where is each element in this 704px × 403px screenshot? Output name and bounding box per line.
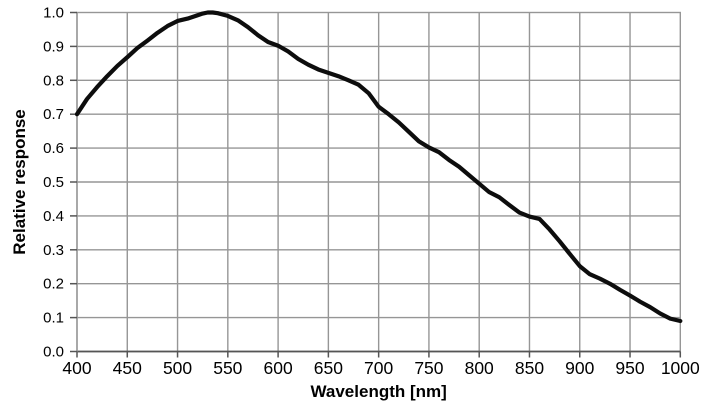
y-tick-label: 0.3: [43, 242, 64, 259]
x-tick-label: 600: [263, 358, 292, 378]
y-tick-label: 0.4: [43, 208, 64, 225]
x-tick-label: 450: [113, 358, 142, 378]
y-tick-label: 1.0: [43, 5, 64, 22]
x-tick-label: 950: [615, 358, 644, 378]
y-tick-label: 0.2: [43, 276, 64, 293]
x-tick-label: 800: [465, 358, 494, 378]
y-tick-label: 0.9: [43, 38, 64, 55]
x-tick-label: 500: [163, 358, 192, 378]
x-axis-title: Wavelength [nm]: [310, 382, 446, 401]
y-tick-label: 0.5: [43, 174, 64, 191]
x-tick-label: 650: [314, 358, 343, 378]
x-tick-label: 550: [213, 358, 242, 378]
y-tick-label: 0.0: [43, 344, 64, 361]
y-tick-label: 0.8: [43, 72, 64, 89]
x-tick-label: 900: [565, 358, 594, 378]
y-tick-label: 0.1: [43, 310, 64, 327]
y-tick-label: 0.6: [43, 140, 64, 157]
x-tick-label: 700: [364, 358, 393, 378]
y-tick-label: 0.7: [43, 106, 64, 123]
x-tick-label: 850: [515, 358, 544, 378]
y-axis-title: Relative response: [10, 109, 29, 255]
response-curve: [74, 10, 683, 324]
x-tick-label: 750: [414, 358, 443, 378]
x-tick-label: 400: [62, 358, 91, 378]
x-tick-label: 1000: [661, 358, 700, 378]
